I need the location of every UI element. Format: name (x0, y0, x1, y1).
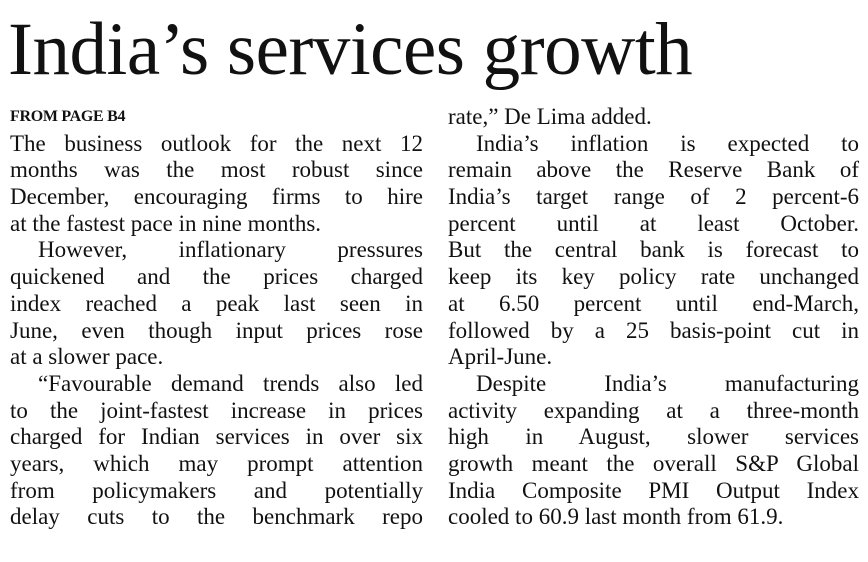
text-line: cooled to 60.9 last month from 61.9. (448, 504, 784, 530)
text-line: rate,” De Lima added. (448, 104, 652, 129)
text-line: However, inflationary pressures (38, 237, 423, 263)
text-line: April-June. (448, 344, 553, 370)
text-line: at a slower pace. (10, 344, 164, 370)
headline: India’s services growth (8, 8, 693, 91)
text-line: years, which may prompt attention (10, 450, 423, 476)
text-line: remain above the Reserve Bank of (448, 157, 859, 183)
text-line: delay cuts to the benchmark repo (10, 504, 423, 530)
text-line: months was the most robust since (10, 157, 423, 183)
text-line: to the joint-fastest increase in prices (10, 397, 423, 423)
text-line: “Favourable demand trends also led (38, 370, 423, 396)
kicker-from-page: FROM PAGE B4 (10, 108, 126, 125)
text-line: India’s inflation is expected to (476, 130, 859, 156)
text-line: followed by a 25 basis-point cut in (448, 317, 859, 343)
text-line: keep its key policy rate unchanged (448, 264, 859, 290)
article-column-left: FROM PAGE B4 The business outlook for the… (10, 104, 423, 531)
text-line: quickened and the prices charged (10, 264, 423, 290)
text-line: Despite India’s manufacturing (476, 370, 859, 396)
text-line: But the central bank is forecast to (448, 237, 859, 263)
text-line: June, even though input prices rose (10, 317, 423, 343)
text-line: activity expanding at a three-month (448, 397, 859, 423)
text-line: India’s target range of 2 percent-6 (448, 184, 859, 210)
text-line: charged for Indian services in over six (10, 424, 423, 450)
article-column-right: rate,” De Lima added. India’s inflation i… (448, 104, 859, 531)
text-line: percent until at least October. (448, 210, 859, 236)
text-line: December, encouraging firms to hire (10, 184, 423, 210)
text-line: index reached a peak last seen in (10, 290, 423, 316)
text-line: from policymakers and potentially (10, 477, 423, 503)
text-line: high in August, slower services (448, 424, 859, 450)
text-line: India Composite PMI Output Index (448, 477, 859, 503)
text-line: at 6.50 percent until end-March, (448, 290, 859, 316)
text-line: growth meant the overall S&P Global (448, 450, 859, 476)
text-line: at the fastest pace in nine months. (10, 210, 322, 236)
text-line: The business outlook for the next 12 (10, 130, 423, 156)
